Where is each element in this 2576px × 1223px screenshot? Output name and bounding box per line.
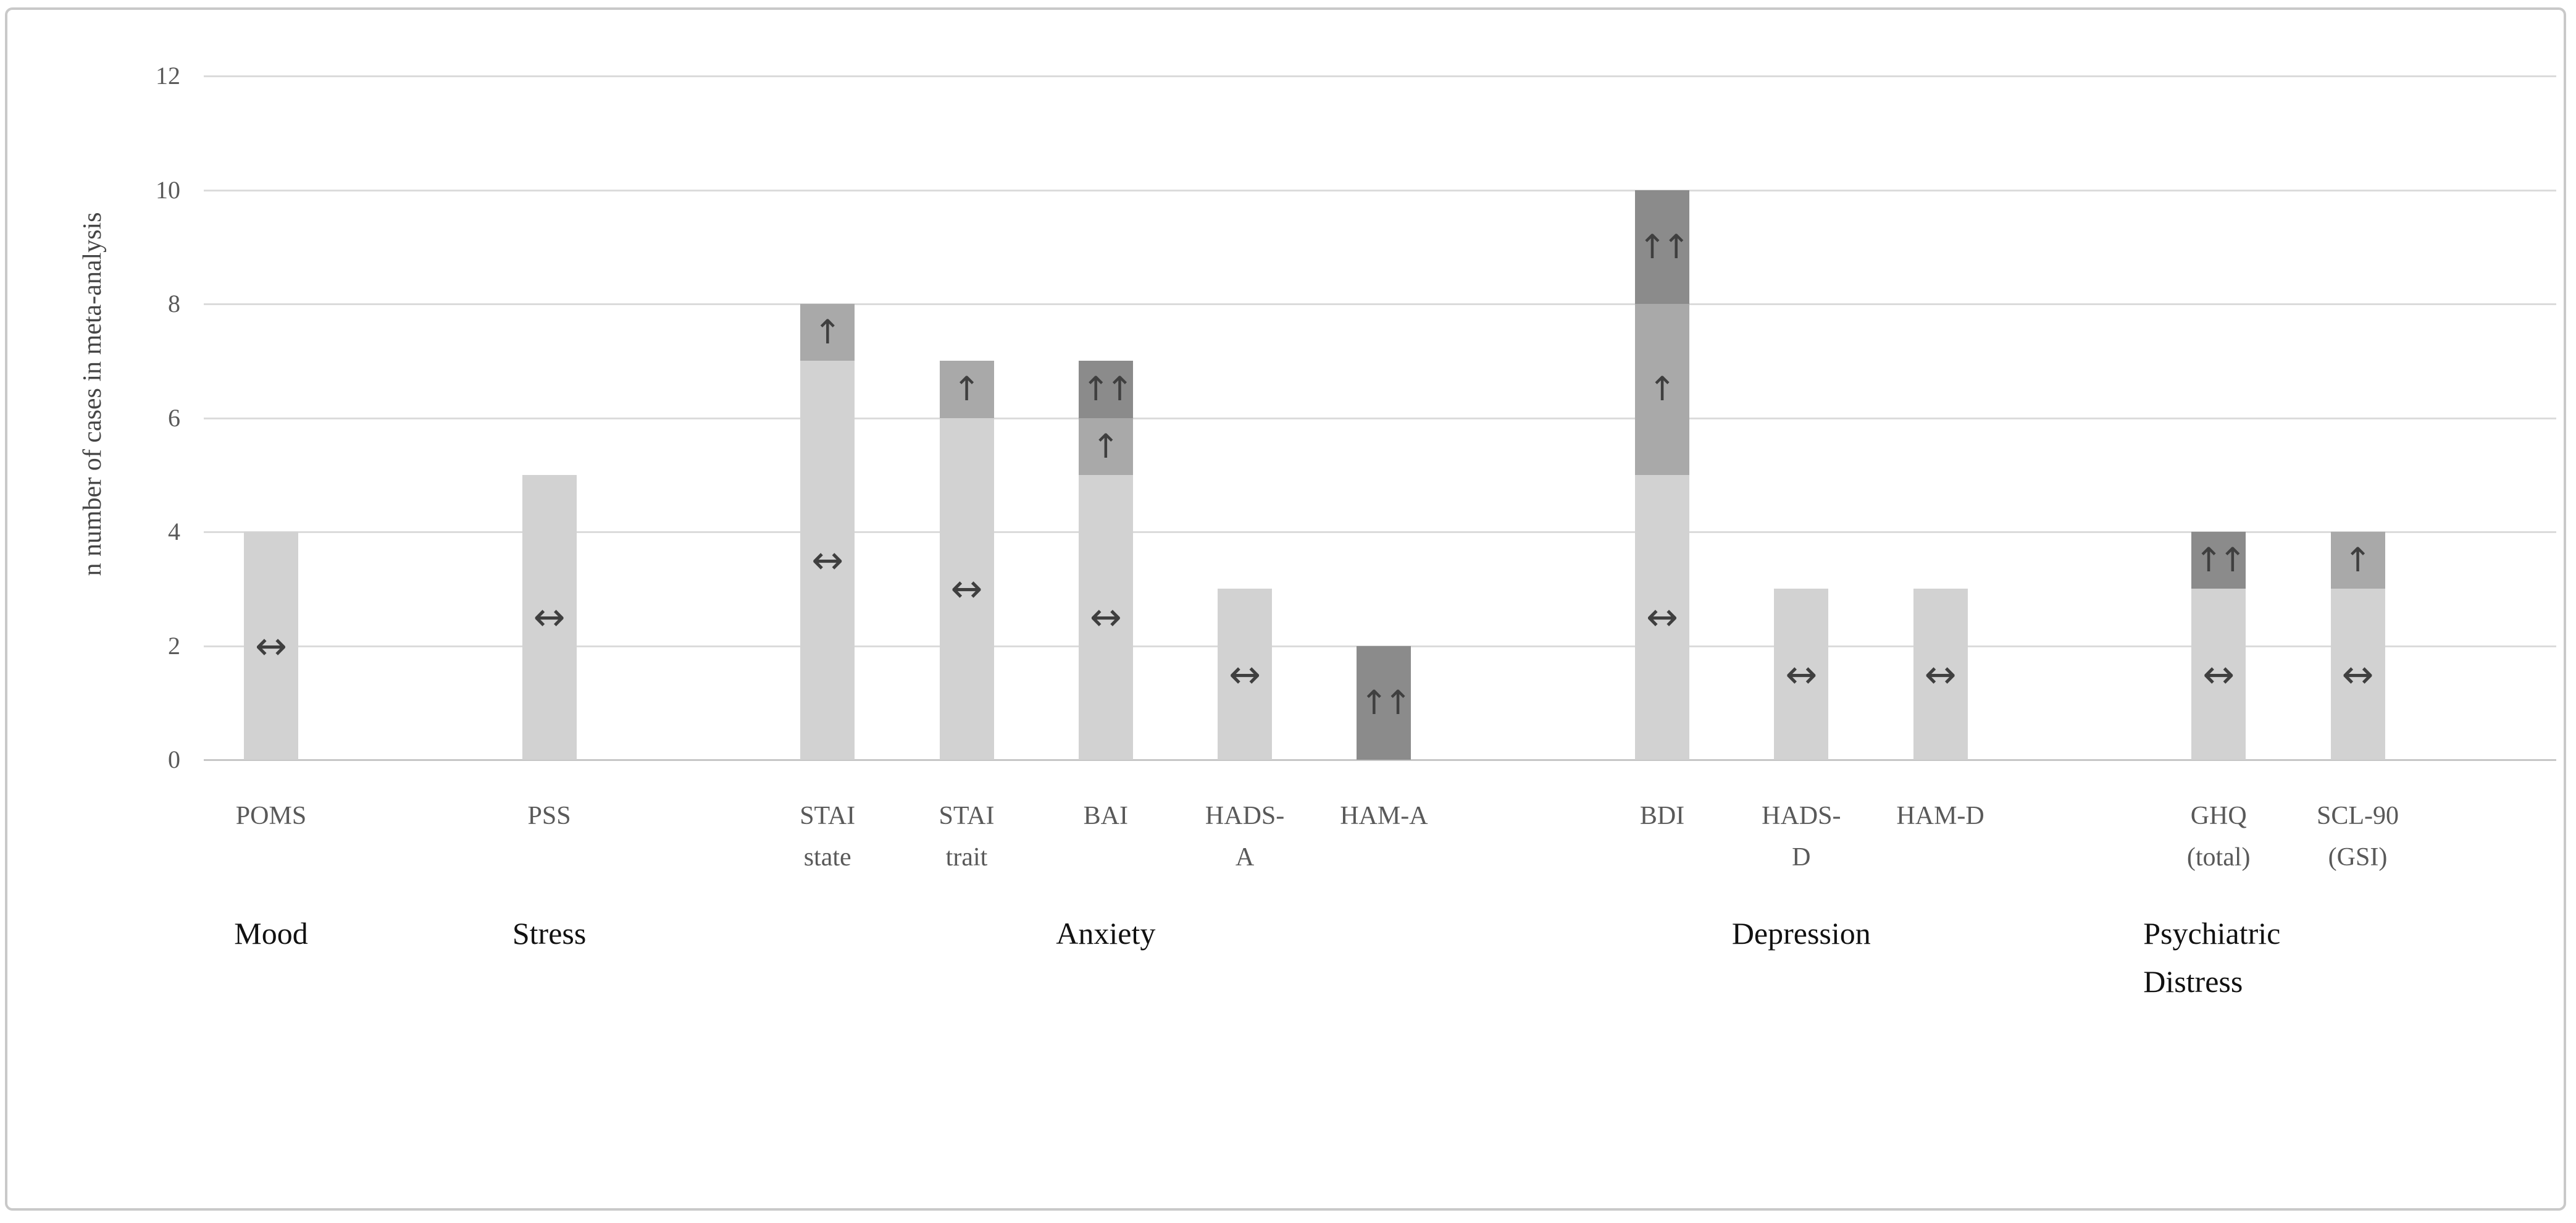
no-change-arrow-icon: ↔ (811, 537, 844, 583)
x-tick-label-hads--a: HADS- A (1205, 802, 1285, 872)
x-tick-label-bai: BAI (1083, 802, 1128, 830)
x-tick-label-bdi: BDI (1639, 802, 1685, 830)
category-label-stress: Stress (512, 916, 587, 951)
x-tick-label-ham-d: HAM-D (1896, 802, 1984, 830)
bar-segment-bdi-increase: ↑ (1635, 304, 1689, 475)
y-tick-label-0: 0 (168, 746, 180, 773)
gridline-y-8 (204, 303, 2556, 305)
bar-segment-scl-90-(gsi)-increase: ↑ (2330, 532, 2385, 589)
increase-arrow-icon: ↑ (813, 313, 842, 352)
bar-segment-bdi-no_change: ↔ (1635, 474, 1689, 760)
bar-segment-ham-d-no_change: ↔ (1913, 589, 1968, 760)
x-axis-baseline (204, 759, 2556, 761)
category-label-psychiatric-distress: Psychiatric Distress (2143, 916, 2281, 999)
bar-segment-ham-a-strong_increase: ↑↑ (1357, 645, 1412, 760)
bar-segment-bai-strong_increase: ↑↑ (1078, 361, 1134, 418)
bar-segment-pss-no_change: ↔ (522, 474, 577, 760)
x-tick-label-poms: POMS (235, 802, 307, 830)
no-change-arrow-icon: ↔ (1229, 651, 1261, 697)
gridline-y-10 (204, 189, 2556, 191)
x-tick-label-pss: PSS (527, 802, 571, 830)
bar-segment-stai-trait-no_change: ↔ (939, 418, 994, 760)
y-tick-label-4: 4 (168, 518, 180, 545)
x-tick-label-ham-a: HAM-A (1340, 802, 1428, 830)
increase-arrow-icon: ↑ (1648, 369, 1676, 409)
y-tick-label-2: 2 (168, 631, 180, 660)
bar-segment-bai-no_change: ↔ (1078, 474, 1133, 760)
x-tick-label-scl-90-(gsi): SCL-90 (GSI) (2316, 802, 2399, 872)
bar-segment-stai-trait-increase: ↑ (939, 361, 994, 418)
no-change-arrow-icon: ↔ (1785, 651, 1818, 697)
no-change-arrow-icon: ↔ (1646, 594, 1678, 640)
y-tick-label-10: 10 (156, 175, 180, 204)
bar-segment-poms-no_change: ↔ (244, 532, 298, 760)
increase-arrow-icon: ↑ (952, 369, 981, 409)
gridline-y-6 (204, 417, 2556, 419)
increase-arrow-icon: ↑ (2343, 540, 2372, 580)
category-label-anxiety: Anxiety (1056, 916, 1156, 951)
bar-segment-bai-increase: ↑ (1078, 418, 1133, 475)
bar-segment-hads--d-no_change: ↔ (1774, 589, 1829, 760)
no-change-arrow-icon: ↔ (1924, 651, 1957, 697)
bar-segment-stai-state-no_change: ↔ (800, 361, 855, 760)
bar-segment-stai-state-increase: ↑ (800, 304, 855, 361)
no-change-arrow-icon: ↔ (533, 594, 566, 640)
bar-segment-scl-90-(gsi)-no_change: ↔ (2330, 589, 2385, 760)
no-change-arrow-icon: ↔ (1089, 594, 1122, 640)
strong-increase-arrow-icon: ↑↑ (1082, 369, 1134, 409)
category-label-depression: Depression (1731, 916, 1871, 951)
y-tick-label-12: 12 (156, 62, 180, 90)
gridline-y-4 (204, 531, 2556, 533)
bar-segment-bdi-strong_increase: ↑↑ (1635, 190, 1690, 304)
y-tick-label-8: 8 (168, 290, 180, 317)
no-change-arrow-icon: ↔ (2341, 651, 2374, 697)
no-change-arrow-icon: ↔ (2202, 651, 2235, 697)
x-tick-label-stai-state: STAI state (800, 802, 856, 872)
bar-segment-ghq-(total)-strong_increase: ↑↑ (2191, 532, 2246, 589)
increase-arrow-icon: ↑ (1092, 426, 1120, 466)
bar-segment-ghq-(total)-no_change: ↔ (2191, 589, 2246, 760)
y-tick-label-6: 6 (168, 403, 180, 432)
strong-increase-arrow-icon: ↑↑ (1360, 683, 1412, 722)
no-change-arrow-icon: ↔ (255, 623, 287, 668)
category-label-mood: Mood (234, 916, 308, 951)
figure-border (5, 7, 2566, 1211)
x-tick-label-hads--d: HADS- D (1762, 802, 1841, 872)
bar-segment-hads--a-no_change: ↔ (1218, 589, 1273, 760)
x-tick-label-ghq-(total): GHQ (total) (2186, 802, 2251, 872)
x-tick-label-stai-trait: STAI trait (939, 802, 995, 872)
gridline-y-12 (204, 75, 2556, 77)
strong-increase-arrow-icon: ↑↑ (2194, 540, 2246, 580)
strong-increase-arrow-icon: ↑↑ (1638, 227, 1690, 266)
y-axis-title: n number of cases in meta-analysis (78, 212, 107, 576)
no-change-arrow-icon: ↔ (950, 566, 983, 612)
